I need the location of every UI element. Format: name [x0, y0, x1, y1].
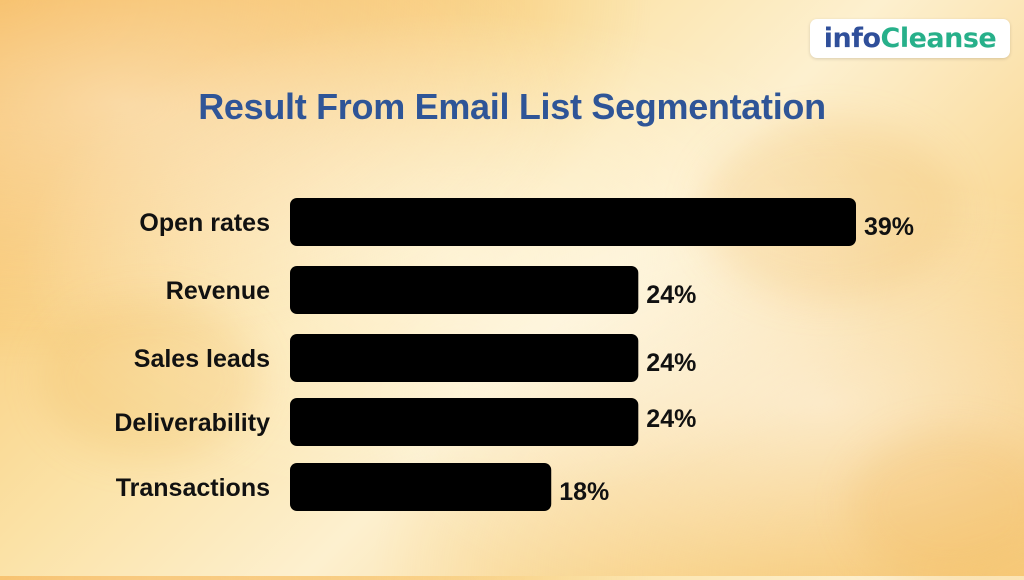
value-label: 39% — [864, 213, 914, 241]
category-label: Revenue — [166, 277, 270, 305]
bar-deliverability — [290, 398, 639, 446]
category-label: Open rates — [139, 209, 270, 237]
category-label: Deliverability — [114, 409, 270, 437]
value-label: 24% — [646, 349, 696, 377]
bar-revenue — [290, 266, 639, 314]
category-label: Sales leads — [134, 345, 270, 373]
category-label: Transactions — [116, 474, 270, 502]
bar-sales-leads — [290, 334, 639, 382]
bar-transactions — [290, 463, 552, 511]
value-label: 18% — [559, 478, 609, 506]
value-label: 24% — [646, 405, 696, 433]
logo-text-info: info — [823, 23, 881, 54]
chart-title: Result From Email List Segmentation — [198, 86, 826, 127]
value-label: 24% — [646, 281, 696, 309]
logo-text-cleanse: Cleanse — [880, 23, 997, 54]
infocleanse-logo: info Cleanse — [810, 19, 1010, 58]
bar-open-rates — [290, 198, 856, 246]
